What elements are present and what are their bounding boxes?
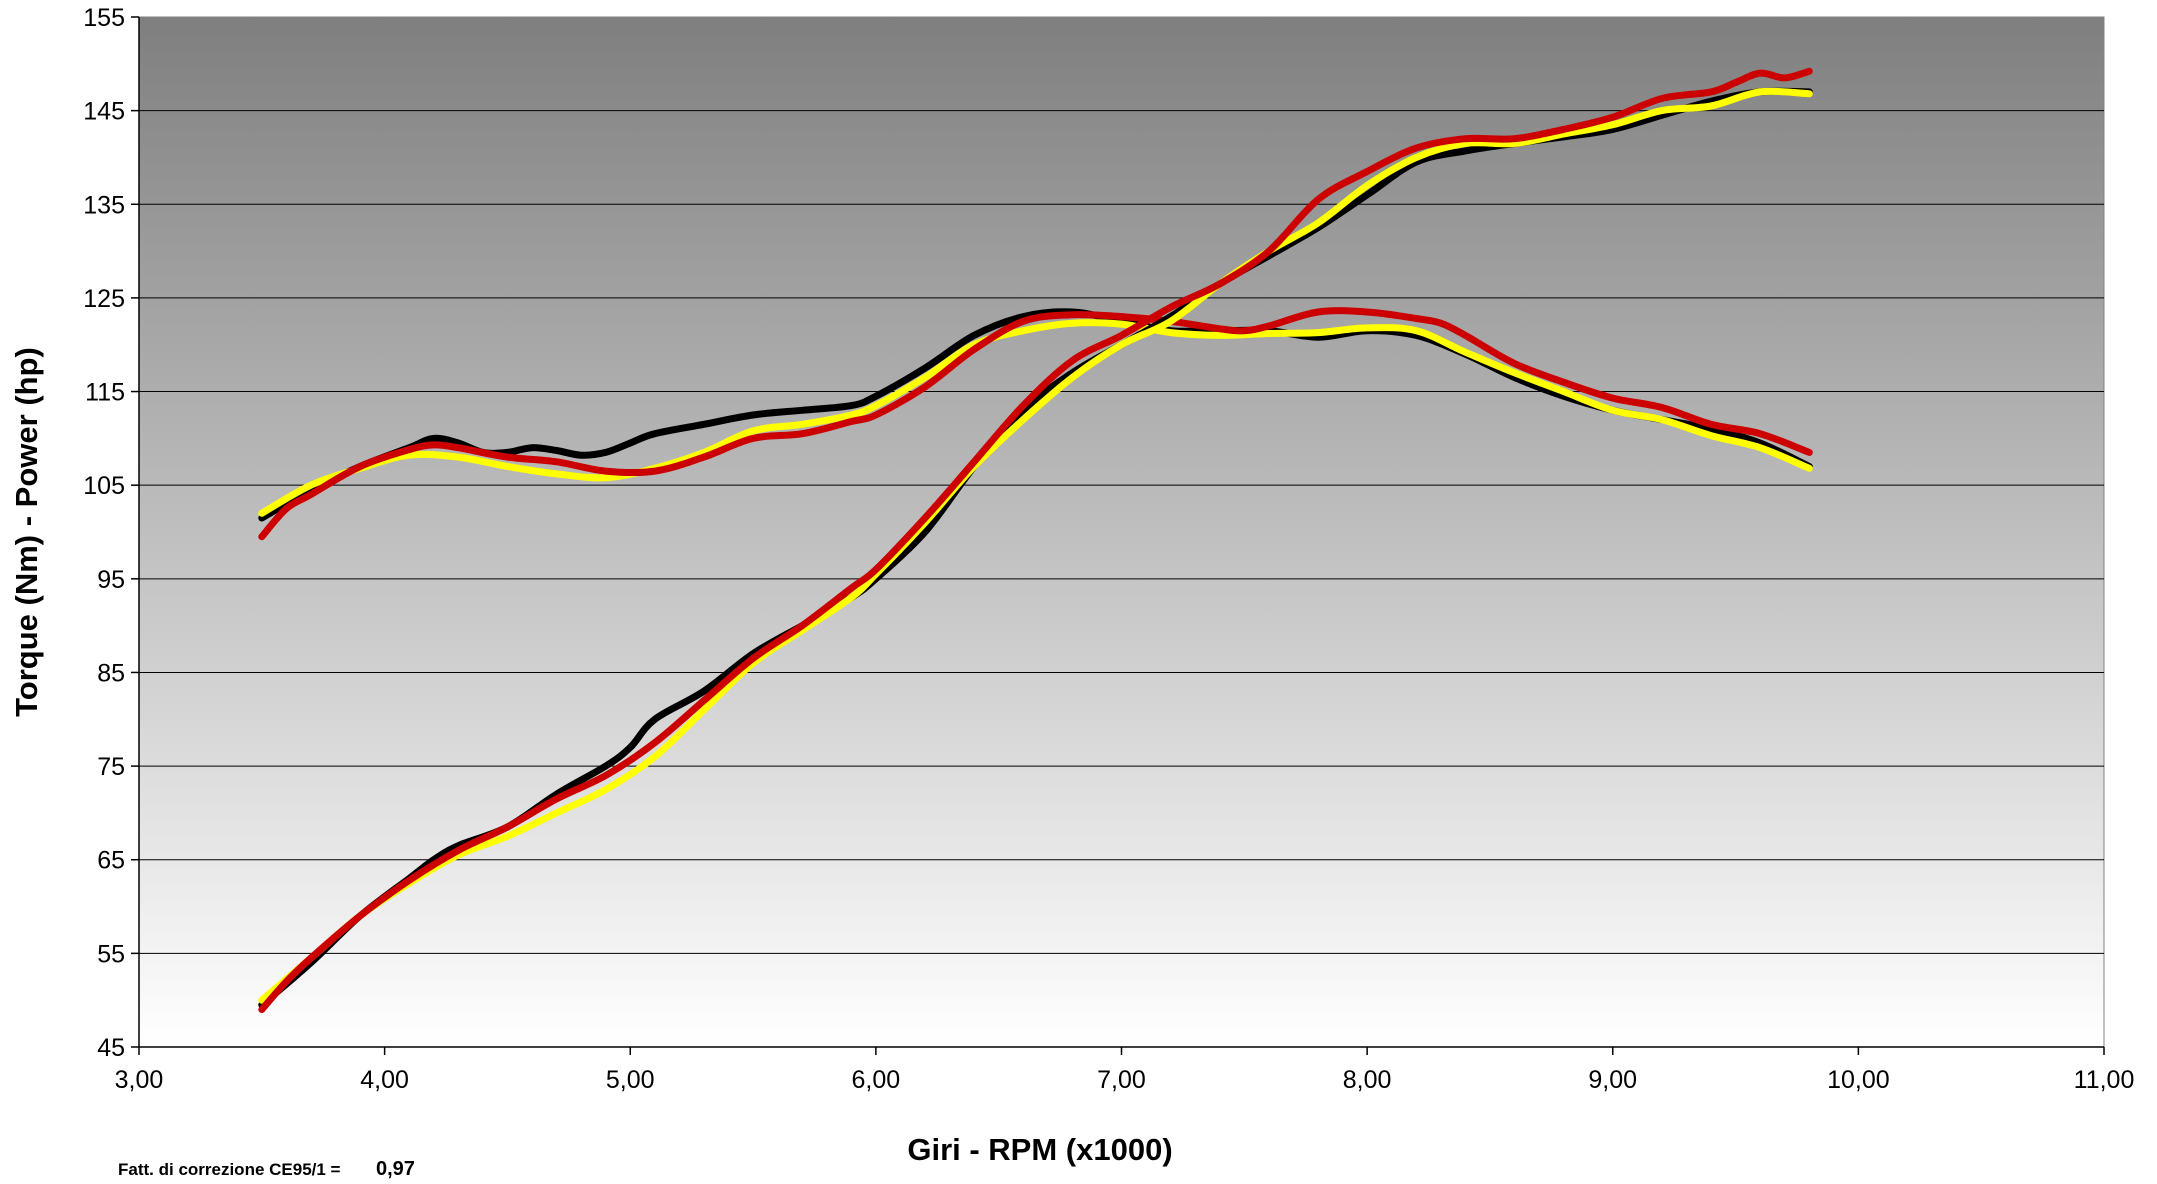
y-tick-label: 55 [97,940,125,968]
x-axis-title: Giri - RPM (x1000) [907,1132,1172,1167]
y-tick-label: 65 [97,847,125,875]
series-lines [258,67,1813,1013]
x-tick-label: 9,00 [1588,1066,1637,1094]
x-tick-label: 8,00 [1343,1066,1392,1094]
x-tick-label: 4,00 [360,1066,409,1094]
x-tick-label: 6,00 [852,1066,901,1094]
series-line-power-yellow [258,87,1813,1004]
y-tick-label: 125 [83,285,125,313]
plot-area [138,16,2105,1048]
y-tick-label: 105 [83,472,125,500]
x-tick-label: 7,00 [1097,1066,1146,1094]
series-line-torque-red [258,307,1813,541]
y-axis-title: Torque (Nm) - Power (hp) [9,347,44,717]
y-tick-label: 135 [83,191,125,219]
y-tick-label: 85 [97,659,125,687]
x-tick-label: 3,00 [115,1066,164,1094]
tick-labels: 45 55 65 75 85 95 105 115 125 135 145 155 3,00 4,00 5,… [83,4,2134,1094]
correction-factor-value: 0,97 [376,1158,415,1180]
series-line-power-red [258,67,1813,1013]
y-tick-label: 145 [83,98,125,126]
x-tick-label: 11,00 [2074,1066,2135,1094]
correction-factor-label: Fatt. di correzione CE95/1 = [118,1160,341,1179]
axes [131,16,2105,1055]
y-tick-label: 155 [83,4,125,32]
y-tick-label: 75 [97,753,125,781]
y-tick-label: 95 [97,566,125,594]
series-line-torque-yellow [258,319,1813,517]
y-tick-label: 115 [85,379,125,407]
gridlines [139,110,2104,954]
x-tick-label: 10,00 [1827,1066,1890,1094]
y-tick-label: 45 [97,1034,125,1062]
x-tick-label: 5,00 [606,1066,655,1094]
